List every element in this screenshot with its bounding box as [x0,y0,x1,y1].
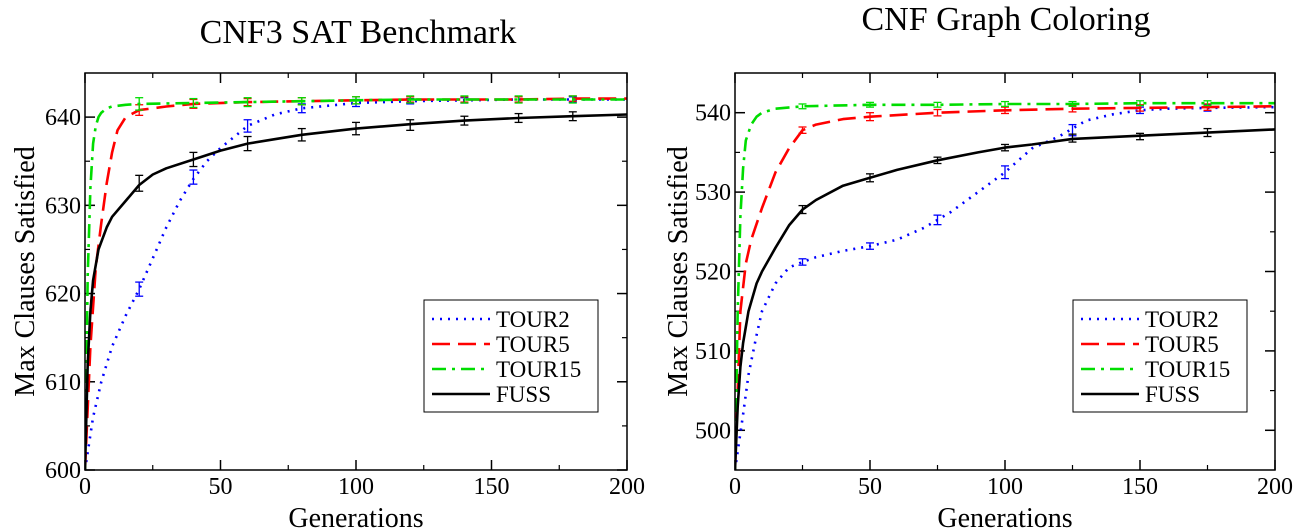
plot-area [735,100,1275,470]
y-tick-label: 600 [45,458,81,484]
error-bar-tour15 [1001,100,1009,107]
legend-label-fuss: FUSS [496,382,551,407]
legend-label-tour5: TOUR5 [1145,332,1219,357]
y-tick-label: 610 [45,370,81,396]
x-tick-label: 200 [1257,474,1293,500]
series-line-fuss [735,128,1275,470]
x-axis-label: Generations [937,503,1072,531]
x-tick-label: 200 [609,474,645,500]
y-tick-label: 630 [45,193,81,219]
series-line-tour15 [85,98,627,470]
error-bar-fuss [1001,143,1009,152]
series-line-tour5 [735,105,1275,470]
error-bar-fuss [406,119,415,131]
chart-cnf-graph-coloring: CNF Graph Coloring 0 50 100 150 200 500 510 520 5… [663,1,1293,531]
y-tick-label: 520 [695,260,731,286]
error-bar-fuss [1136,132,1144,141]
chart-panel-cnf-graph-coloring: CNF Graph Coloring 0 50 100 150 200 500 510 520 5… [653,0,1306,531]
chart-cnf3-sat: CNF3 SAT Benchmark 0 50 100 150 200 600 610 620 6… [10,14,645,531]
error-bar-tour2 [933,214,942,226]
error-bar-tour15 [243,97,252,108]
y-tick-label: 640 [45,105,81,131]
error-bar-tour2 [189,169,198,185]
plot-frame [734,72,1276,471]
x-tick-label: 100 [338,474,374,500]
error-bar-tour15 [1068,100,1077,107]
series-line-tour2 [735,105,1275,470]
y-tick-label: 510 [695,339,731,365]
x-tick-label: 50 [209,474,233,500]
x-tick-label: 100 [987,474,1023,500]
legend-label-tour15: TOUR15 [496,357,581,382]
error-bar-tour2 [866,242,874,250]
chart-panel-cnf3-sat: CNF3 SAT Benchmark 0 50 100 150 200 600 610 620 6… [0,0,653,531]
y-tick-label: 620 [45,282,81,308]
series-line-tour15 [735,101,1275,470]
error-bar-tour15 [189,97,198,109]
error-bar-tour15 [568,95,577,104]
legend-label-tour5: TOUR5 [496,332,570,357]
error-bar-tour5 [866,112,874,122]
series-line-fuss [85,113,627,470]
error-bar-fuss [798,204,807,215]
chart-title: CNF3 SAT Benchmark [200,14,517,51]
error-bar-tour5 [798,126,807,134]
chart-title: CNF Graph Coloring [862,1,1151,38]
error-bar-tour15 [352,96,360,105]
y-tick-label: 500 [695,418,731,444]
error-bar-fuss [460,115,469,126]
error-bar-fuss [1203,127,1212,138]
error-bar-tour15 [1203,100,1212,107]
x-tick-label: 150 [1122,474,1158,500]
error-bar-fuss [933,156,942,165]
plot-frame [84,72,628,471]
x-tick-label: 0 [729,474,741,500]
y-tick-label: 530 [695,180,731,206]
error-bar-tour15 [297,97,306,106]
error-bar-fuss [514,112,523,124]
error-bar-tour15 [866,101,874,108]
error-bar-tour15 [1136,100,1144,107]
x-axis-label: Generations [288,503,423,531]
y-tick-label: 540 [695,101,731,127]
series-line-tour5 [85,97,627,470]
error-bar-fuss [568,111,577,122]
error-bar-fuss [189,151,198,168]
error-bar-tour15 [798,103,807,110]
error-bar-fuss [297,127,306,142]
error-bar-fuss [243,135,252,152]
error-bar-tour15 [135,97,144,111]
error-bar-fuss [1068,133,1077,143]
error-bar-tour15 [933,101,942,108]
legend-label-tour2: TOUR2 [496,307,570,332]
error-bar-fuss [352,121,360,136]
error-bar-tour15 [406,95,415,104]
plot-area [85,95,627,470]
error-bar-tour2 [135,281,144,297]
x-tick-label: 150 [474,474,510,500]
error-bar-tour5 [1001,106,1009,115]
legend-label-tour15: TOUR15 [1145,357,1230,382]
series-line-tour2 [85,98,627,470]
legend-label-fuss: FUSS [1145,382,1200,407]
y-axis-label: Max Clauses Satisfied [10,146,41,396]
error-bar-tour15 [460,95,469,104]
x-tick-label: 50 [858,474,882,500]
error-bar-fuss [866,173,874,183]
error-bar-tour5 [933,108,942,117]
x-tick-label: 0 [79,474,91,500]
legend-label-tour2: TOUR2 [1145,307,1219,332]
error-bar-tour2 [798,258,807,266]
error-bar-tour2 [1001,165,1009,180]
error-bar-fuss [135,174,144,192]
y-axis-label: Max Clauses Satisfied [663,146,694,396]
error-bar-tour15 [514,95,523,104]
error-bar-tour2 [243,119,252,133]
